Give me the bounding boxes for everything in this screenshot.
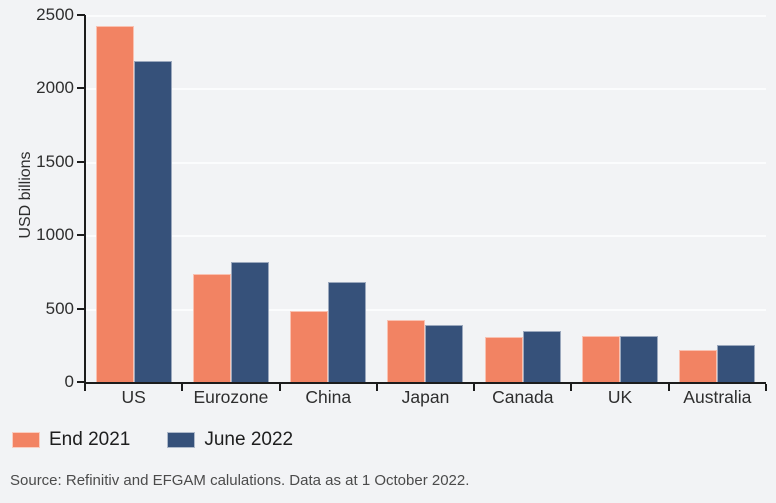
legend-swatch-june-2022 — [167, 432, 196, 448]
y-tick-label-500: 500 — [45, 298, 74, 318]
legend-swatch-end-2021 — [12, 432, 40, 448]
y-tick-mark-0 — [77, 381, 85, 383]
bar-china-end-2021 — [290, 310, 329, 382]
bar-eurozone-end-2021 — [192, 274, 231, 382]
x-axis-label-canada: Canada — [492, 387, 554, 407]
x-tick-mark-7 — [765, 384, 767, 391]
y-tick-mark-2000 — [77, 87, 85, 90]
y-axis-spine — [84, 15, 86, 384]
gridline-1500 — [85, 161, 766, 164]
bar-us-june-2022 — [133, 61, 172, 382]
x-tick-mark-4 — [473, 384, 476, 391]
y-tick-mark-2500 — [77, 14, 85, 16]
gridline-1000 — [85, 235, 766, 238]
gridline-2500 — [85, 15, 766, 17]
bar-group-japan — [377, 15, 474, 382]
bar-australia-june-2022 — [717, 345, 756, 382]
y-tick-label-1500: 1500 — [36, 151, 74, 171]
source-note: Source: Refinitiv and EFGAM calulations.… — [10, 472, 470, 489]
x-axis-label-australia: Australia — [683, 387, 752, 407]
bar-group-australia — [669, 15, 766, 382]
bar-group-us — [85, 15, 182, 382]
bar-japan-end-2021 — [387, 319, 426, 382]
bar-japan-june-2022 — [425, 325, 464, 382]
y-tick-mark-1000 — [77, 234, 85, 237]
gridline-2000 — [85, 88, 766, 91]
bar-group-canada — [474, 15, 571, 382]
bar-uk-june-2022 — [620, 335, 659, 382]
bar-uk-end-2021 — [582, 335, 621, 382]
legend: End 2021 June 2022 — [12, 429, 293, 451]
y-tick-label-2000: 2000 — [36, 78, 74, 98]
gridline-500 — [85, 308, 766, 311]
x-tick-mark-2 — [278, 384, 281, 391]
x-tick-mark-6 — [667, 384, 670, 391]
x-tick-mark-1 — [181, 384, 184, 391]
bar-us-end-2021 — [95, 26, 134, 382]
legend-item-june-2022: June 2022 — [167, 429, 293, 451]
x-axis-label-uk: UK — [607, 387, 633, 407]
x-axis-label-japan: Japan — [401, 387, 450, 407]
x-axis-label-china: China — [305, 387, 352, 407]
y-tick-label-0: 0 — [64, 372, 74, 391]
legend-item-end-2021: End 2021 — [12, 429, 130, 451]
bar-group-china — [280, 15, 377, 382]
x-axis-label-eurozone: Eurozone — [193, 387, 269, 407]
bar-canada-end-2021 — [484, 336, 523, 382]
bar-group-uk — [571, 15, 668, 382]
legend-label-june-2022: June 2022 — [204, 429, 294, 450]
legend-label-end-2021: End 2021 — [49, 429, 131, 450]
x-tick-mark-5 — [570, 384, 573, 391]
x-tick-mark-0 — [84, 384, 86, 391]
y-tick-label-1000: 1000 — [36, 225, 74, 245]
y-tick-mark-500 — [77, 307, 85, 310]
bar-group-eurozone — [182, 15, 279, 382]
bar-china-june-2022 — [328, 282, 367, 382]
x-tick-mark-3 — [375, 384, 378, 391]
bar-australia-end-2021 — [679, 349, 718, 382]
plot-area — [85, 15, 766, 384]
bar-eurozone-june-2022 — [230, 261, 269, 382]
y-tick-mark-1500 — [77, 160, 85, 163]
y-tick-label-2500: 2500 — [36, 5, 74, 24]
bar-groups — [85, 15, 766, 382]
bar-canada-june-2022 — [522, 330, 561, 382]
x-axis-label-us: US — [121, 387, 146, 407]
